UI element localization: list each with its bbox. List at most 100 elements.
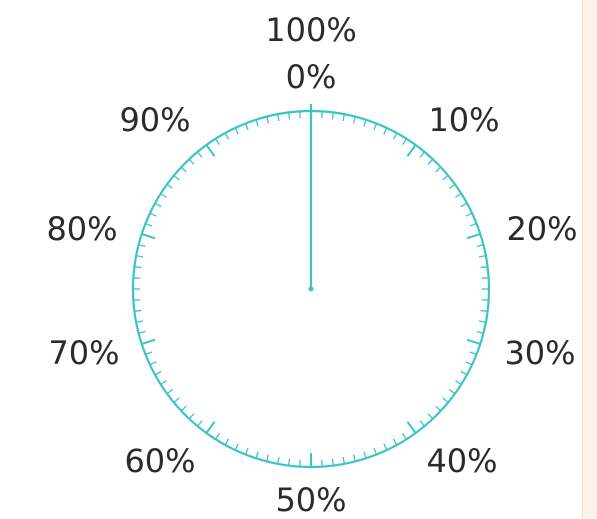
minor-tick (478, 320, 486, 323)
minor-tick (383, 127, 388, 135)
minor-tick (188, 158, 195, 165)
minor-tick (180, 405, 187, 412)
minor-tick (352, 454, 356, 462)
minor-tick (277, 114, 280, 122)
minor-tick (145, 351, 153, 356)
minor-tick (476, 330, 484, 334)
minor-tick (435, 405, 442, 412)
label-70-percent: 70% (48, 334, 119, 372)
major-tick (466, 233, 481, 240)
minor-tick (352, 116, 356, 124)
minor-tick (460, 202, 468, 208)
minor-tick (160, 193, 167, 198)
minor-tick (419, 420, 425, 427)
label-30-percent: 30% (504, 334, 575, 372)
minor-tick (455, 193, 462, 198)
minor-tick (427, 413, 434, 420)
minor-tick (166, 183, 174, 190)
minor-tick (480, 266, 488, 269)
minor-tick (442, 175, 449, 181)
minor-tick (197, 420, 203, 427)
minor-tick (134, 309, 142, 312)
minor-tick (277, 456, 280, 464)
minor-tick (134, 266, 142, 269)
minor-tick (342, 456, 345, 464)
minor-tick (480, 309, 488, 312)
label-10-percent: 10% (428, 101, 499, 139)
label-0-percent: 0% (286, 58, 337, 96)
minor-tick (244, 123, 249, 131)
minor-tick (224, 438, 230, 446)
minor-tick (455, 380, 462, 385)
major-tick (205, 144, 216, 157)
page-edge-strip (582, 0, 597, 519)
minor-tick (266, 454, 270, 462)
minor-tick (215, 138, 220, 145)
minor-tick (363, 451, 367, 459)
minor-tick (136, 320, 144, 323)
minor-tick (288, 112, 291, 120)
minor-tick (173, 397, 180, 403)
minor-tick (331, 112, 334, 120)
minor-tick (402, 138, 407, 145)
minor-tick (266, 116, 270, 124)
minor-tick (392, 438, 398, 446)
minor-tick (154, 202, 162, 208)
minor-tick (173, 175, 180, 181)
minor-tick (465, 212, 473, 217)
minor-tick (448, 183, 456, 190)
minor-tick (331, 458, 334, 466)
minor-tick (342, 114, 345, 122)
minor-tick (383, 443, 388, 451)
label-20-percent: 20% (506, 210, 577, 248)
minor-tick (138, 330, 146, 334)
major-tick (205, 421, 216, 434)
minor-tick (392, 132, 398, 140)
minor-tick (180, 166, 187, 173)
minor-tick (255, 451, 259, 459)
minor-tick (149, 212, 157, 217)
minor-tick (373, 123, 378, 131)
minor-tick (215, 433, 220, 440)
label-100-percent: 100% (265, 11, 356, 49)
dial-ticks (133, 111, 489, 467)
major-tick (141, 338, 156, 345)
minor-tick (160, 380, 167, 385)
label-60-percent: 60% (124, 442, 195, 480)
major-tick (141, 233, 156, 240)
major-tick (406, 144, 417, 157)
minor-tick (255, 119, 259, 127)
major-tick (406, 421, 417, 434)
minor-tick (234, 443, 239, 451)
minor-tick (478, 255, 486, 258)
minor-tick (166, 388, 174, 395)
minor-tick (188, 413, 195, 420)
minor-tick (469, 222, 477, 227)
label-80-percent: 80% (46, 210, 117, 248)
minor-tick (136, 255, 144, 258)
minor-tick (244, 447, 249, 455)
minor-tick (224, 132, 230, 140)
minor-tick (138, 244, 146, 248)
minor-tick (363, 119, 367, 127)
minor-tick (288, 458, 291, 466)
major-tick (466, 338, 481, 345)
minor-tick (154, 370, 162, 376)
label-40-percent: 40% (426, 442, 497, 480)
minor-tick (373, 447, 378, 455)
minor-tick (469, 351, 477, 356)
minor-tick (442, 397, 449, 403)
label-90-percent: 90% (119, 101, 190, 139)
minor-tick (145, 222, 153, 227)
label-50-percent: 50% (275, 481, 346, 519)
minor-tick (234, 127, 239, 135)
minor-tick (460, 370, 468, 376)
minor-tick (448, 388, 456, 395)
minor-tick (435, 166, 442, 173)
minor-tick (476, 244, 484, 248)
minor-tick (197, 151, 203, 158)
minor-tick (149, 361, 157, 366)
minor-tick (402, 433, 407, 440)
